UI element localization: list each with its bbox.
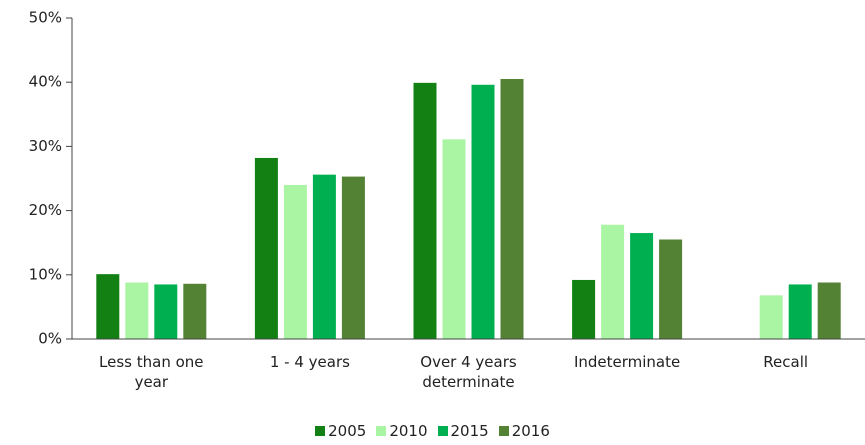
bar xyxy=(283,184,307,339)
legend-item: 2016 xyxy=(498,422,550,440)
legend-label: 2010 xyxy=(389,422,428,440)
y-tick-label: 50% xyxy=(29,9,62,27)
x-tick-label: Indeterminate xyxy=(573,353,681,371)
y-tick-label: 40% xyxy=(29,73,62,91)
legend-item: 2010 xyxy=(376,422,428,440)
x-tick-label: Over 4 years determinate xyxy=(420,353,517,391)
x-tick-label: Recall xyxy=(763,353,809,371)
legend-swatch xyxy=(437,426,448,436)
y-tick-label: 0% xyxy=(38,330,62,348)
legend-label: 2005 xyxy=(328,422,367,440)
bar xyxy=(254,157,278,339)
legend-label: 2015 xyxy=(450,422,489,440)
bar xyxy=(630,233,654,339)
legend-swatch xyxy=(498,426,509,436)
legend-item: 2005 xyxy=(315,422,366,440)
bar xyxy=(817,282,841,339)
bar xyxy=(125,282,149,339)
bar xyxy=(183,283,207,339)
bar xyxy=(341,176,365,339)
legend-item: 2015 xyxy=(437,422,489,440)
bar xyxy=(442,139,466,339)
legend-swatch xyxy=(315,426,326,436)
bar xyxy=(154,284,178,339)
bar xyxy=(471,84,495,339)
bar xyxy=(572,279,596,339)
legend-label: 2016 xyxy=(511,422,550,440)
y-tick-label: 20% xyxy=(29,201,62,219)
bar xyxy=(659,239,683,339)
y-tick-label: 30% xyxy=(29,137,62,155)
bar xyxy=(601,224,625,339)
bar xyxy=(788,284,812,339)
x-tick-label: 1 - 4 years xyxy=(269,353,350,371)
legend-swatch xyxy=(376,426,387,436)
bar xyxy=(413,82,437,339)
legend: 2005 2010 2015 2016 xyxy=(0,422,865,440)
y-tick-label: 10% xyxy=(29,265,62,283)
bar xyxy=(312,174,336,339)
bar xyxy=(96,274,120,339)
x-tick-label: Less than one year xyxy=(99,353,204,391)
bar xyxy=(500,78,524,340)
bar xyxy=(759,295,783,339)
